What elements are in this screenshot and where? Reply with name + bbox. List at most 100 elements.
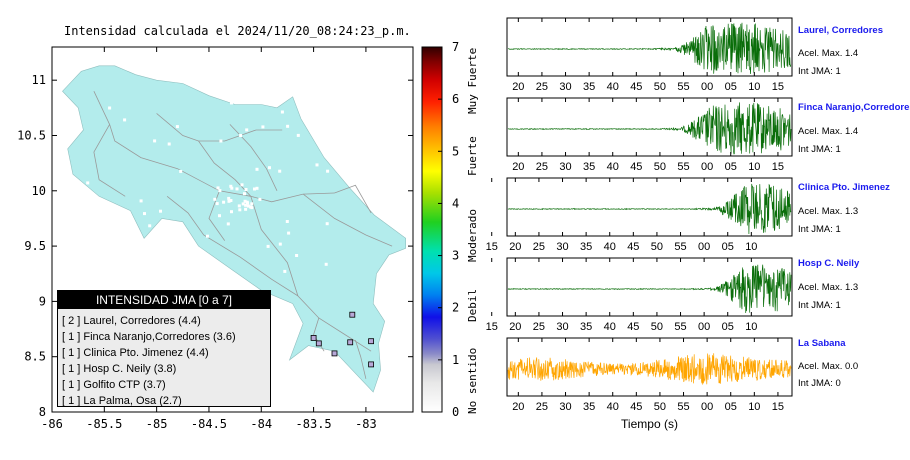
- colorbar-level-label: No sentido: [466, 347, 479, 414]
- city-marker: [315, 163, 319, 167]
- colorbar-level-label: Moderado: [466, 209, 479, 262]
- city-marker: [235, 187, 239, 191]
- time-tick-label: 00: [698, 321, 710, 333]
- city-marker: [227, 196, 231, 200]
- road-line: [93, 124, 126, 197]
- colorbar-level-label: Debil: [466, 288, 479, 322]
- lat-tick-label: 9.5: [24, 239, 46, 253]
- station-jma: Int JMA: 1: [798, 144, 841, 155]
- city-marker: [258, 197, 262, 201]
- city-marker: [266, 244, 270, 248]
- legend-item: [ 1 ] La Palma, Osa (2.7): [62, 395, 182, 407]
- city-marker: [245, 200, 249, 204]
- city-marker: [383, 218, 387, 222]
- station-name: Finca Naranjo,Corredores: [798, 102, 910, 113]
- time-tick-label: 05: [725, 401, 737, 413]
- time-tick-label: 25: [533, 241, 545, 253]
- lat-tick-label: 8.5: [24, 350, 46, 364]
- city-marker: [288, 311, 292, 314]
- time-tick-label: 40: [607, 401, 619, 413]
- time-tick-label: 15: [772, 161, 784, 173]
- time-tick-label: 10: [745, 321, 757, 333]
- city-marker: [278, 242, 282, 246]
- city-marker: [86, 181, 90, 185]
- city-marker: [167, 142, 171, 146]
- road-line: [166, 195, 299, 297]
- time-tick-label: 10: [748, 161, 760, 173]
- city-marker: [230, 210, 233, 214]
- time-tick-label: 05: [725, 161, 737, 173]
- city-marker: [218, 189, 222, 193]
- time-tick-label: 40: [604, 241, 616, 253]
- seismic-trace: [507, 264, 792, 314]
- time-tick-label: 20: [512, 161, 524, 173]
- lat-tick-label: 11: [32, 73, 46, 87]
- station-acel: Acel. Max. 1.3: [798, 206, 859, 217]
- time-tick-label: 20: [509, 321, 521, 333]
- station-name: Hosp C. Neily: [798, 258, 860, 269]
- city-marker: [250, 206, 254, 210]
- city-marker: [237, 204, 241, 208]
- lon-tick-label: -85: [146, 417, 168, 431]
- time-tick-label: 30: [556, 321, 568, 333]
- station-jma: Int JMA: 1: [798, 224, 841, 235]
- city-marker: [238, 208, 242, 212]
- station-acel: Acel. Max. 1.4: [798, 48, 859, 59]
- colorbar-level-label: Fuerte: [466, 136, 479, 176]
- time-tick-label: 30: [559, 81, 571, 93]
- station-marker: [347, 339, 354, 346]
- station-name: Laurel, Corredores: [798, 25, 883, 36]
- trace-panel-frame: [506, 97, 793, 157]
- city-marker: [295, 254, 299, 257]
- time-tick-label: 45: [630, 81, 642, 93]
- time-tick-label: 45: [630, 161, 642, 173]
- colorbar-tick-label: 2: [452, 301, 459, 315]
- station-marker: [368, 338, 375, 345]
- station-marker: [315, 340, 322, 347]
- road-line: [198, 140, 252, 197]
- costa-rica-landmass: [62, 65, 407, 393]
- city-marker: [296, 133, 300, 137]
- lat-tick-label: 10.5: [17, 128, 46, 142]
- time-tick-label: 30: [556, 241, 568, 253]
- time-tick-label: 00: [698, 241, 710, 253]
- city-marker: [244, 188, 248, 191]
- time-tick-label: 25: [536, 81, 548, 93]
- station-marker: [310, 334, 317, 341]
- city-marker: [230, 186, 234, 190]
- time-tick-label: 50: [651, 321, 663, 333]
- time-tick-label: 35: [583, 401, 595, 413]
- city-marker: [241, 202, 245, 206]
- road-line: [93, 91, 335, 203]
- station-marker: [331, 350, 338, 357]
- city-marker: [278, 169, 282, 173]
- time-tick-label: 05: [722, 241, 734, 253]
- city-marker: [123, 118, 127, 122]
- road-line: [334, 184, 372, 214]
- time-tick-label: 40: [604, 321, 616, 333]
- time-tick-label: 55: [677, 161, 689, 173]
- city-marker: [189, 248, 193, 252]
- time-tick-label: 55: [677, 81, 689, 93]
- time-tick-label: 10: [748, 401, 760, 413]
- colorbar-tick-label: 5: [452, 144, 459, 158]
- city-marker: [284, 342, 288, 346]
- city-marker: [222, 200, 226, 204]
- city-marker: [226, 222, 230, 226]
- city-marker: [168, 272, 172, 276]
- city-marker: [229, 184, 233, 188]
- colorbar-tick-label: 4: [452, 196, 459, 210]
- time-tick-label: 20: [512, 81, 524, 93]
- city-marker: [268, 166, 271, 170]
- road-line: [302, 193, 393, 247]
- legend-item: [ 1 ] Finca Naranjo,Corredores (3.6): [62, 331, 236, 343]
- time-tick-label: 50: [654, 161, 666, 173]
- time-tick-label: 35: [580, 321, 592, 333]
- city-marker: [243, 199, 247, 203]
- city-marker: [255, 186, 259, 190]
- intensity-legend: INTENSIDAD JMA [0 a 7] [ 2 ] Laurel, Cor…: [57, 290, 271, 407]
- lat-tick-label: 8: [39, 405, 46, 419]
- time-tick-label: 15: [772, 81, 784, 93]
- intensity-colorbar: [421, 46, 443, 413]
